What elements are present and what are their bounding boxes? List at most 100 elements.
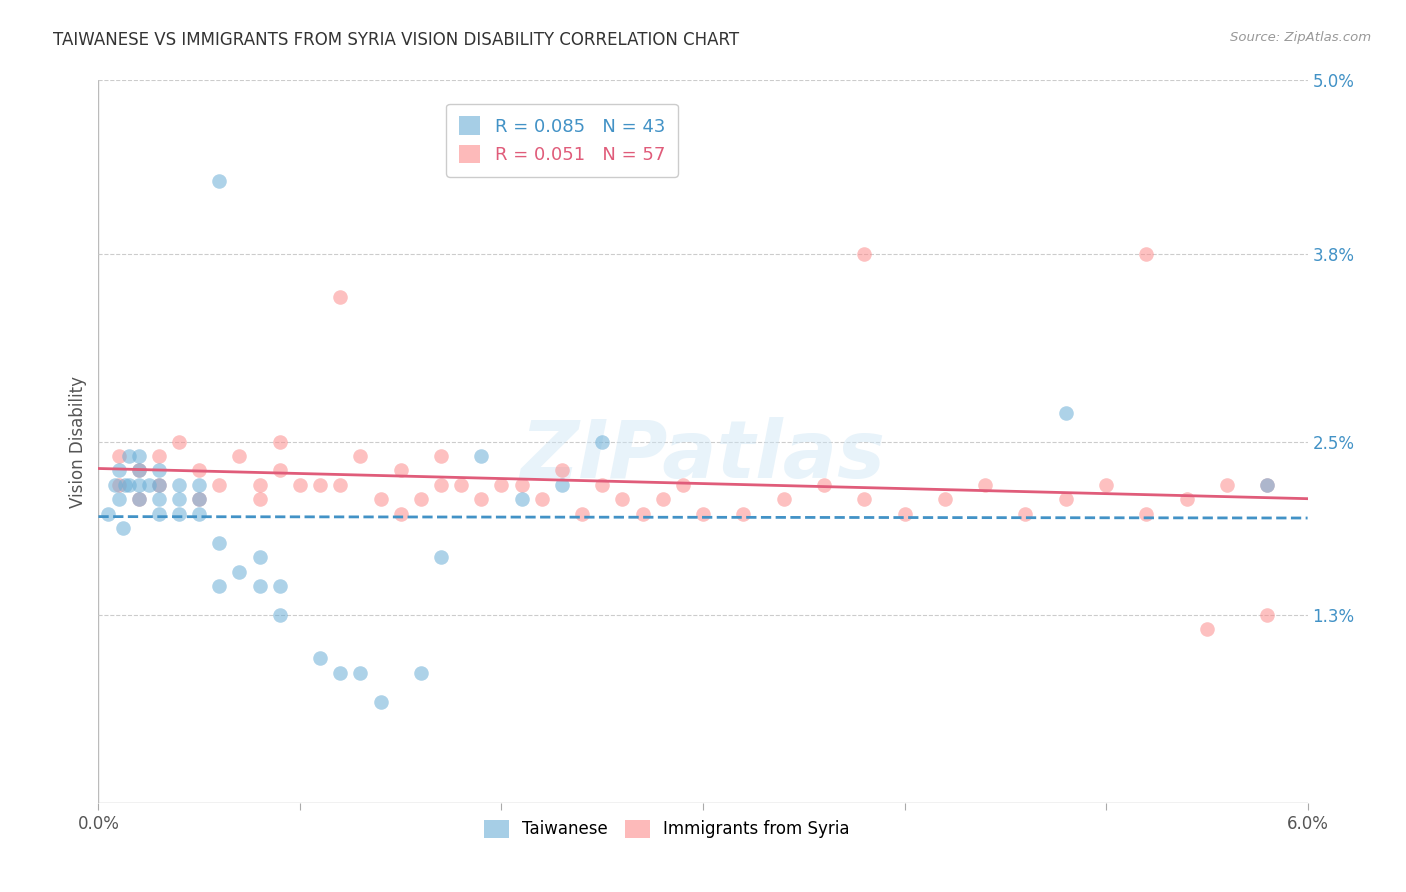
Point xyxy=(470,449,492,463)
Point xyxy=(1216,478,1239,492)
Point xyxy=(1054,406,1077,420)
Point xyxy=(672,478,695,492)
Point xyxy=(551,463,574,477)
Point xyxy=(733,507,755,521)
Point xyxy=(97,507,120,521)
Point xyxy=(128,492,150,507)
Point xyxy=(167,434,190,449)
Point xyxy=(269,607,291,622)
Point xyxy=(370,492,392,507)
Point xyxy=(1175,492,1198,507)
Point xyxy=(430,449,453,463)
Point xyxy=(111,521,134,535)
Point xyxy=(450,478,472,492)
Point xyxy=(269,579,291,593)
Point xyxy=(148,478,170,492)
Point xyxy=(329,665,352,680)
Point xyxy=(591,434,613,449)
Point xyxy=(409,492,432,507)
Point xyxy=(491,478,513,492)
Text: ZIPatlas: ZIPatlas xyxy=(520,417,886,495)
Point xyxy=(188,463,211,477)
Point xyxy=(128,463,150,477)
Point xyxy=(208,174,231,188)
Point xyxy=(1135,507,1157,521)
Point xyxy=(853,246,876,260)
Point xyxy=(249,550,271,565)
Point xyxy=(208,579,231,593)
Point xyxy=(107,478,129,492)
Point xyxy=(612,492,634,507)
Point xyxy=(631,507,654,521)
Point xyxy=(530,492,553,507)
Point xyxy=(349,449,371,463)
Point xyxy=(148,449,170,463)
Point xyxy=(167,478,190,492)
Point xyxy=(249,579,271,593)
Point xyxy=(188,492,211,507)
Point xyxy=(1135,246,1157,260)
Point xyxy=(249,478,271,492)
Point xyxy=(107,492,129,507)
Point xyxy=(1095,478,1118,492)
Point xyxy=(148,492,170,507)
Point xyxy=(188,492,211,507)
Point xyxy=(510,492,533,507)
Point xyxy=(510,478,533,492)
Point xyxy=(853,492,876,507)
Point xyxy=(107,463,129,477)
Point xyxy=(974,478,997,492)
Point xyxy=(288,478,311,492)
Y-axis label: Vision Disability: Vision Disability xyxy=(69,376,87,508)
Point xyxy=(309,478,332,492)
Point xyxy=(148,463,170,477)
Point xyxy=(228,565,250,579)
Point xyxy=(269,434,291,449)
Point xyxy=(167,492,190,507)
Point xyxy=(1014,507,1036,521)
Point xyxy=(167,507,190,521)
Point xyxy=(1256,478,1278,492)
Point xyxy=(430,478,453,492)
Point xyxy=(148,507,170,521)
Point xyxy=(309,651,332,665)
Point xyxy=(571,507,593,521)
Point xyxy=(118,478,141,492)
Point xyxy=(128,492,150,507)
Point xyxy=(1054,492,1077,507)
Text: TAIWANESE VS IMMIGRANTS FROM SYRIA VISION DISABILITY CORRELATION CHART: TAIWANESE VS IMMIGRANTS FROM SYRIA VISIO… xyxy=(53,31,740,49)
Point xyxy=(1256,607,1278,622)
Point xyxy=(389,463,412,477)
Legend: Taiwanese, Immigrants from Syria: Taiwanese, Immigrants from Syria xyxy=(477,813,856,845)
Point xyxy=(249,492,271,507)
Point xyxy=(329,478,352,492)
Point xyxy=(128,463,150,477)
Point xyxy=(128,449,150,463)
Point xyxy=(188,478,211,492)
Point xyxy=(409,665,432,680)
Point xyxy=(470,492,492,507)
Point xyxy=(430,550,453,565)
Point xyxy=(692,507,714,521)
Point xyxy=(329,290,352,304)
Point xyxy=(1195,623,1218,637)
Point xyxy=(269,463,291,477)
Point xyxy=(934,492,956,507)
Point xyxy=(651,492,673,507)
Point xyxy=(114,478,136,492)
Point xyxy=(107,449,129,463)
Point xyxy=(148,478,170,492)
Point xyxy=(228,449,250,463)
Point xyxy=(772,492,794,507)
Point xyxy=(208,535,231,549)
Point xyxy=(389,507,412,521)
Point xyxy=(349,665,371,680)
Point xyxy=(551,478,574,492)
Point xyxy=(591,478,613,492)
Point xyxy=(118,449,141,463)
Text: Source: ZipAtlas.com: Source: ZipAtlas.com xyxy=(1230,31,1371,45)
Point xyxy=(208,478,231,492)
Point xyxy=(138,478,160,492)
Point xyxy=(370,695,392,709)
Point xyxy=(103,478,125,492)
